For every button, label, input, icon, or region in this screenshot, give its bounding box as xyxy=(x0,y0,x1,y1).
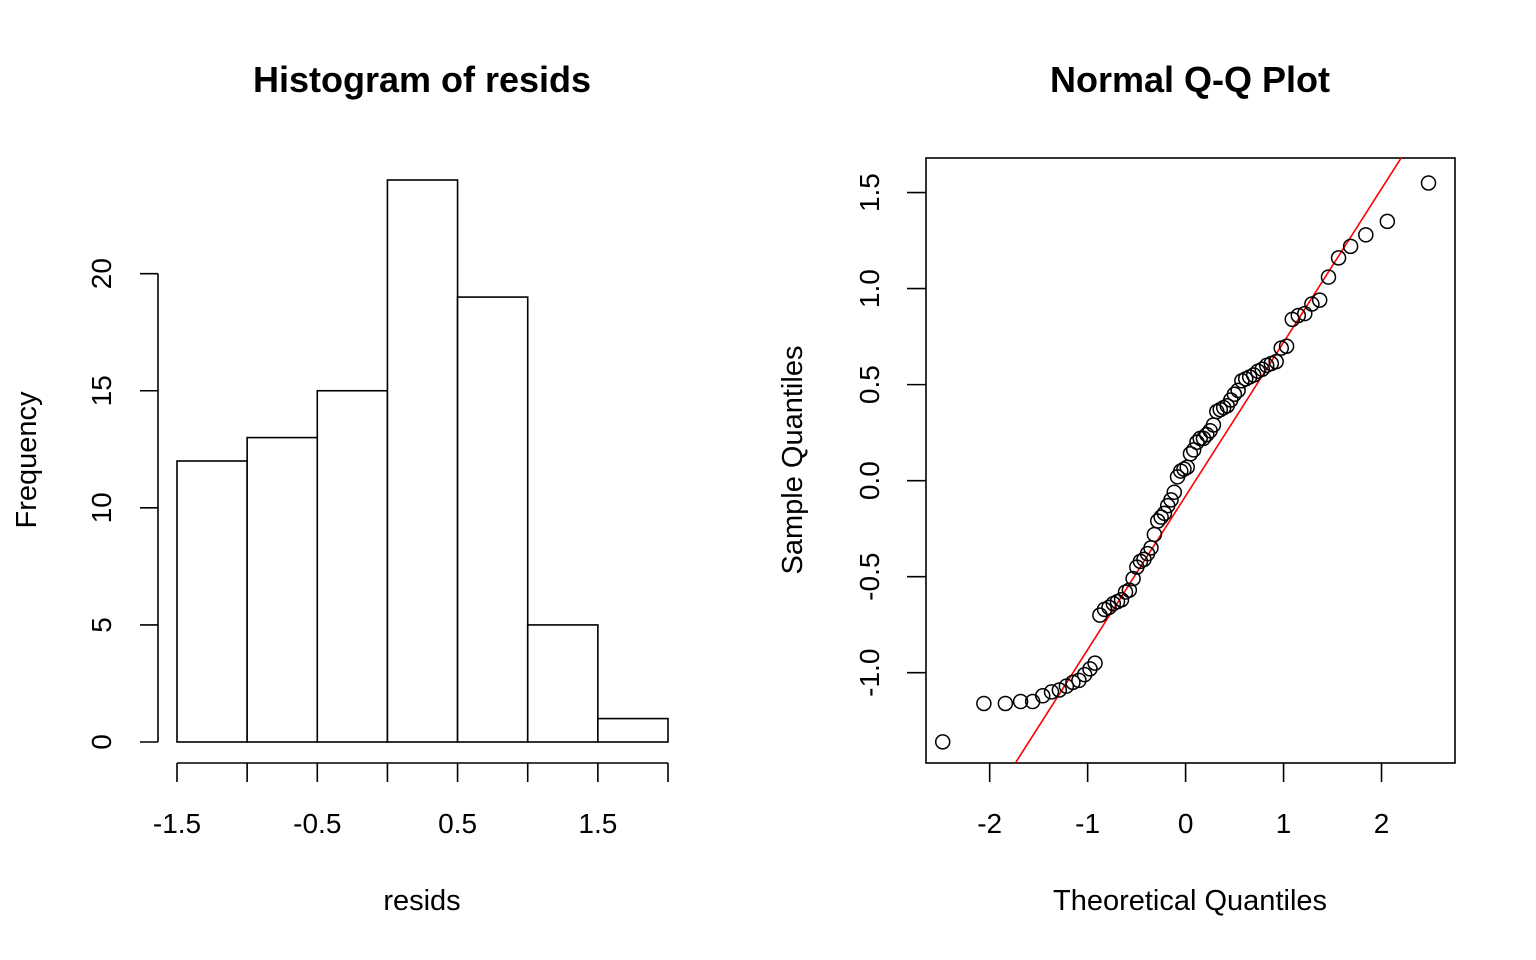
qq-point xyxy=(1071,672,1087,689)
qq-y-tick-label: -1.0 xyxy=(854,649,885,697)
qq-point xyxy=(1034,688,1051,704)
histogram-y-axis: 0 5 10 15 20 xyxy=(86,258,159,750)
qq-point xyxy=(1226,386,1243,402)
qq-y-axis: -1.0 -0.5 0.0 0.5 1.0 1.5 xyxy=(854,173,926,697)
qq-points xyxy=(934,175,1437,750)
qq-point xyxy=(1087,655,1103,671)
qq-point xyxy=(1092,607,1108,623)
qq-point xyxy=(1146,526,1163,543)
qq-reference-line xyxy=(1014,157,1402,764)
histogram-bar xyxy=(386,179,459,743)
histogram-y-tick-label: 10 xyxy=(86,492,117,523)
qq-line-segment xyxy=(1014,157,1402,764)
histogram-panel: Histogram of resids 0 5 10 15 20 -1.5 -0.5 0.5… xyxy=(11,59,669,917)
qq-point xyxy=(1245,367,1262,383)
qq-point xyxy=(1076,666,1093,683)
qq-y-tick-label: 1.5 xyxy=(854,173,885,212)
qq-x-axis: -2 -1 0 1 2 xyxy=(977,763,1389,839)
qq-point xyxy=(1125,570,1141,587)
qq-point xyxy=(1176,461,1192,477)
qq-point xyxy=(1113,591,1130,608)
qq-point xyxy=(1304,296,1320,312)
qq-point xyxy=(1121,582,1138,598)
histogram-bar xyxy=(176,460,248,743)
qq-point xyxy=(1163,492,1179,508)
qq-point xyxy=(1330,250,1347,266)
qq-point xyxy=(1311,292,1328,308)
qq-point xyxy=(1101,599,1117,616)
qq-x-tick-label: 0 xyxy=(1178,808,1194,839)
qq-point xyxy=(1051,682,1068,698)
qq-y-label: Sample Quantiles xyxy=(777,346,809,575)
qq-plot-title: Normal Q-Q Plot xyxy=(1050,59,1330,100)
histogram-y-label: Frequency xyxy=(11,391,43,529)
histogram-bar xyxy=(316,389,389,743)
histogram-x-tick-label: 0.5 xyxy=(438,808,477,839)
qq-point xyxy=(1278,338,1295,354)
qq-point xyxy=(997,695,1014,712)
qq-point xyxy=(1230,382,1246,399)
histogram-y-tick-label: 5 xyxy=(86,617,117,633)
qq-point xyxy=(1379,213,1396,230)
qq-point xyxy=(1268,353,1284,370)
histogram-bars xyxy=(176,179,669,743)
qq-point xyxy=(1182,446,1199,462)
qq-point xyxy=(1166,484,1183,500)
histogram-bar xyxy=(597,717,669,743)
histogram-y-tick-label: 0 xyxy=(86,734,117,750)
qq-point xyxy=(1420,175,1437,191)
histogram-x-axis: -1.5 -0.5 0.5 1.5 xyxy=(153,762,669,839)
qq-y-tick-label: 1.0 xyxy=(854,269,885,308)
qq-x-tick-label: -1 xyxy=(1075,808,1100,839)
qq-plot-panel: Normal Q-Q Plot -1.0-0.50.00.51.01.5 -2-… xyxy=(777,59,1456,917)
qq-point xyxy=(1290,307,1307,324)
qq-y-tick-label: 0.5 xyxy=(854,365,885,404)
histogram-bar xyxy=(246,436,319,743)
qq-point xyxy=(1320,269,1337,285)
qq-x-label: Theoretical Quantiles xyxy=(1053,885,1327,917)
qq-plot-frame xyxy=(925,157,1456,764)
histogram-x-tick-label: -1.5 xyxy=(153,808,201,839)
qq-point xyxy=(976,695,992,712)
qq-point xyxy=(1043,684,1060,700)
histogram-bar xyxy=(456,296,529,743)
qq-x-tick-label: -2 xyxy=(977,808,1002,839)
histogram-x-tick-label: -0.5 xyxy=(293,808,341,839)
qq-y-tick-label: 0.0 xyxy=(854,461,885,500)
qq-point xyxy=(1156,505,1173,522)
qq-point xyxy=(1342,238,1359,255)
qq-x-tick-label: 1 xyxy=(1276,808,1292,839)
qq-point xyxy=(1254,361,1270,378)
qq-point xyxy=(1082,661,1098,677)
qq-point xyxy=(1065,674,1081,691)
histogram-x-label: resids xyxy=(383,885,460,917)
qq-y-tick-label: -0.5 xyxy=(854,553,885,601)
histogram-title: Histogram of resids xyxy=(253,59,591,100)
qq-point xyxy=(1012,693,1029,710)
histogram-bar xyxy=(526,624,599,743)
qq-point xyxy=(1358,227,1374,243)
qq-point xyxy=(1185,442,1202,458)
qq-x-tick-label: 2 xyxy=(1374,808,1390,839)
qq-point xyxy=(1153,509,1169,525)
histogram-x-tick-label: 1.5 xyxy=(578,808,617,839)
histogram-y-tick-label: 20 xyxy=(86,258,117,289)
histogram-y-tick-label: 15 xyxy=(86,375,117,406)
qq-point xyxy=(934,734,951,750)
